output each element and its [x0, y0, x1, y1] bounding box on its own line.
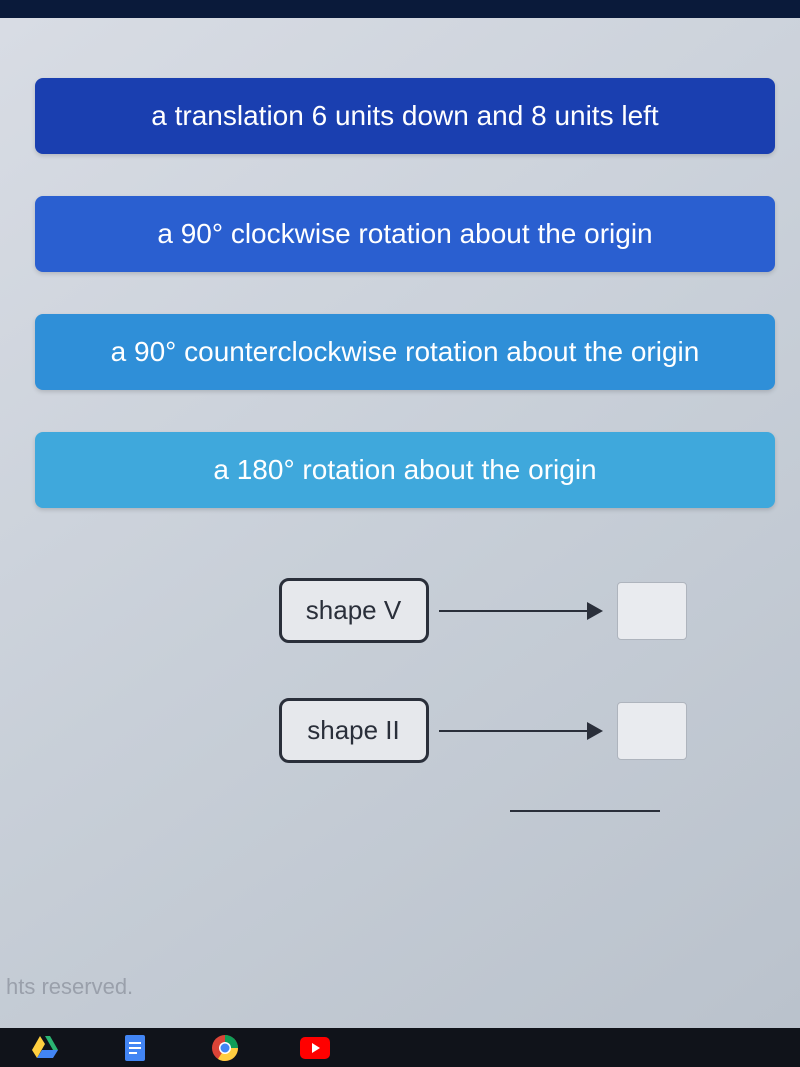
- youtube-icon[interactable]: [300, 1033, 330, 1063]
- option-translation[interactable]: a translation 6 units down and 8 units l…: [35, 78, 775, 154]
- map-row: shape II: [279, 698, 687, 763]
- arrow-icon: [439, 719, 609, 743]
- map-row: shape V: [279, 578, 687, 643]
- drop-target[interactable]: [617, 582, 687, 640]
- option-label: a 90° counterclockwise rotation about th…: [111, 336, 700, 367]
- option-label: a 90° clockwise rotation about the origi…: [157, 218, 652, 249]
- shape-v-box[interactable]: shape V: [279, 578, 429, 643]
- option-90cw[interactable]: a 90° clockwise rotation about the origi…: [35, 196, 775, 272]
- option-label: a translation 6 units down and 8 units l…: [151, 100, 658, 131]
- chrome-icon[interactable]: [210, 1033, 240, 1063]
- arrow-icon: [439, 599, 609, 623]
- taskbar: [0, 1028, 800, 1067]
- copyright-text: hts reserved.: [6, 974, 133, 1000]
- underline-slot: [510, 810, 660, 812]
- shape-ii-box[interactable]: shape II: [279, 698, 429, 763]
- shape-label: shape II: [307, 715, 400, 745]
- option-90ccw[interactable]: a 90° counterclockwise rotation about th…: [35, 314, 775, 390]
- quiz-panel: a translation 6 units down and 8 units l…: [0, 18, 800, 1028]
- drop-target[interactable]: [617, 702, 687, 760]
- shape-label: shape V: [306, 595, 401, 625]
- drive-icon[interactable]: [30, 1033, 60, 1063]
- mapping-area: shape V shape II: [35, 578, 780, 812]
- option-label: a 180° rotation about the origin: [213, 454, 596, 485]
- option-180[interactable]: a 180° rotation about the origin: [35, 432, 775, 508]
- docs-icon[interactable]: [120, 1033, 150, 1063]
